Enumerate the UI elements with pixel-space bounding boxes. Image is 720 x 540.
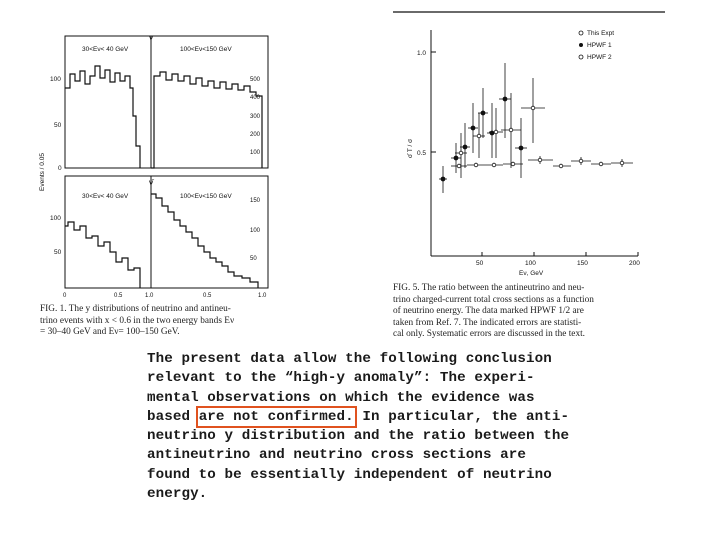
legend-hpwf1: HPWF 1 (587, 42, 612, 49)
fig5-caption-line: cal only. Systematic errors are discusse… (393, 329, 585, 340)
fig1-panel-label-1: 30<Eν< 40 GeV (82, 46, 129, 53)
conclusion-line-2: relevant to the “high-y anomaly”: The ex… (147, 370, 535, 387)
highlighted-phrase: are not confirmed. (195, 405, 357, 428)
conclusion-line-4-post: In particular, the anti- (353, 408, 570, 425)
conclusion-line-6: antineutrino and neutrino cross sections… (147, 447, 527, 464)
hist-nubar-high (151, 193, 259, 288)
fig5-plot: 1.0 0.5 50 100 150 200 Eν, GeV σ̄ T / σ … (393, 11, 665, 277)
fig1-rtick-b150: 150 (250, 198, 261, 204)
fig5-xtick-100: 100 (525, 260, 536, 267)
fig1-xtick-10a: 1.0 (145, 293, 154, 299)
fig1-frame-bottom (64, 175, 269, 289)
fig1-panel-label-3: 30<Eν< 40 GeV (82, 193, 129, 200)
conclusion-line-8: energy. (147, 486, 208, 503)
conclusion-line-3: mental observations on which the evidenc… (147, 389, 535, 406)
fig5-xtick-200: 200 (629, 260, 640, 267)
conclusion-line-7: found to be essentially independent of n… (147, 466, 552, 483)
legend-marker-hpwf2 (578, 54, 584, 60)
fig1-caption-line: FIG. 1. The y distributions of neutrino … (40, 304, 231, 314)
fig1-rtick-400: 400 (250, 95, 261, 101)
series-this-expt (451, 156, 633, 169)
fig1-caption-line: trino events with x < 0.6 in the two ene… (40, 315, 235, 326)
fig1-rtick-b50: 50 (250, 256, 257, 262)
fig5-caption-line: taken from Ref. 7. The indicated errors … (393, 317, 582, 328)
conclusion-line-1: The present data allow the following con… (147, 351, 552, 367)
fig1-frame-top (64, 35, 269, 169)
fig1-rtick-100: 100 (250, 150, 261, 156)
fig1-caption-line: = 30–40 GeV and Eν= 100–150 GeV. (40, 327, 180, 338)
conclusion-line-4: based are not confirmed. In particular, … (147, 405, 570, 428)
fig1-xtick-05b: 0.5 (203, 293, 212, 299)
fig1-symbol-nu: ν (149, 33, 153, 42)
fig5-ytick-05: 0.5 (417, 150, 426, 157)
fig5-caption: FIG. 5. The ratio between the antineutri… (393, 283, 594, 341)
fig1-rtick-b100: 100 (250, 228, 261, 234)
fig5-caption-line: FIG. 5. The ratio between the antineutri… (393, 283, 585, 293)
legend-hpwf2: HPWF 2 (587, 54, 612, 61)
fig1-xtick-05a: 0.5 (114, 293, 123, 299)
fig1-panel-label-2: 100<Eν<150 GeV (180, 46, 232, 53)
fig5-ytick-10: 1.0 (417, 50, 426, 57)
fig5-xlabel: Eν, GeV (519, 270, 544, 277)
hist-nubar-low (65, 221, 141, 288)
fig1-xlabel: y (152, 300, 156, 301)
fig1-xtick-10b: 1.0 (258, 293, 267, 299)
fig1-symbol-nubar: ν̄ (149, 178, 155, 187)
fig5-xtick-50: 50 (476, 260, 484, 267)
conclusion-paragraph: The present data allow the following con… (147, 350, 569, 504)
legend-this-expt: This Expt (587, 30, 614, 37)
fig1-caption: FIG. 1. The y distributions of neutrino … (40, 304, 234, 339)
hist-nu-high (151, 71, 263, 169)
fig1-rtick-200: 200 (250, 132, 261, 138)
fig1-ltick-0: 0 (58, 165, 62, 172)
fig1-xtick-0: 0 (63, 293, 67, 299)
fig1-ltick-b100: 100 (50, 215, 61, 222)
legend-marker-hpwf1 (579, 43, 583, 47)
series-hpwf1 (439, 63, 527, 193)
legend-marker-this-expt (578, 30, 584, 36)
fig1-ylabel: Events / 0.05 (39, 153, 46, 191)
fig1-rtick-500: 500 (250, 77, 261, 83)
conclusion-line-4-pre: based (147, 408, 199, 425)
series-hpwf2 (455, 78, 545, 178)
fig1-panel-label-4: 100<Eν<150 GeV (180, 193, 232, 200)
fig5-xtick-150: 150 (577, 260, 588, 267)
fig1-ltick-50: 50 (54, 122, 62, 129)
fig1-ltick-b50: 50 (54, 249, 62, 256)
fig5-ylabel: σ̄ T / σ (407, 139, 414, 158)
fig1-ltick-100: 100 (50, 76, 61, 83)
fig1-histograms: 30<Eν< 40 GeV 100<Eν<150 GeV 30<Eν< 40 G… (39, 33, 269, 301)
fig1-rtick-300: 300 (250, 114, 261, 120)
fig5-caption-line: of neutrino energy. The data marked HPWF… (393, 306, 584, 317)
fig5-caption-line: trino charged-current total cross sectio… (393, 294, 594, 305)
hist-nu-low (65, 65, 141, 168)
conclusion-line-5: neutrino y distribution and the ratio be… (147, 428, 570, 445)
